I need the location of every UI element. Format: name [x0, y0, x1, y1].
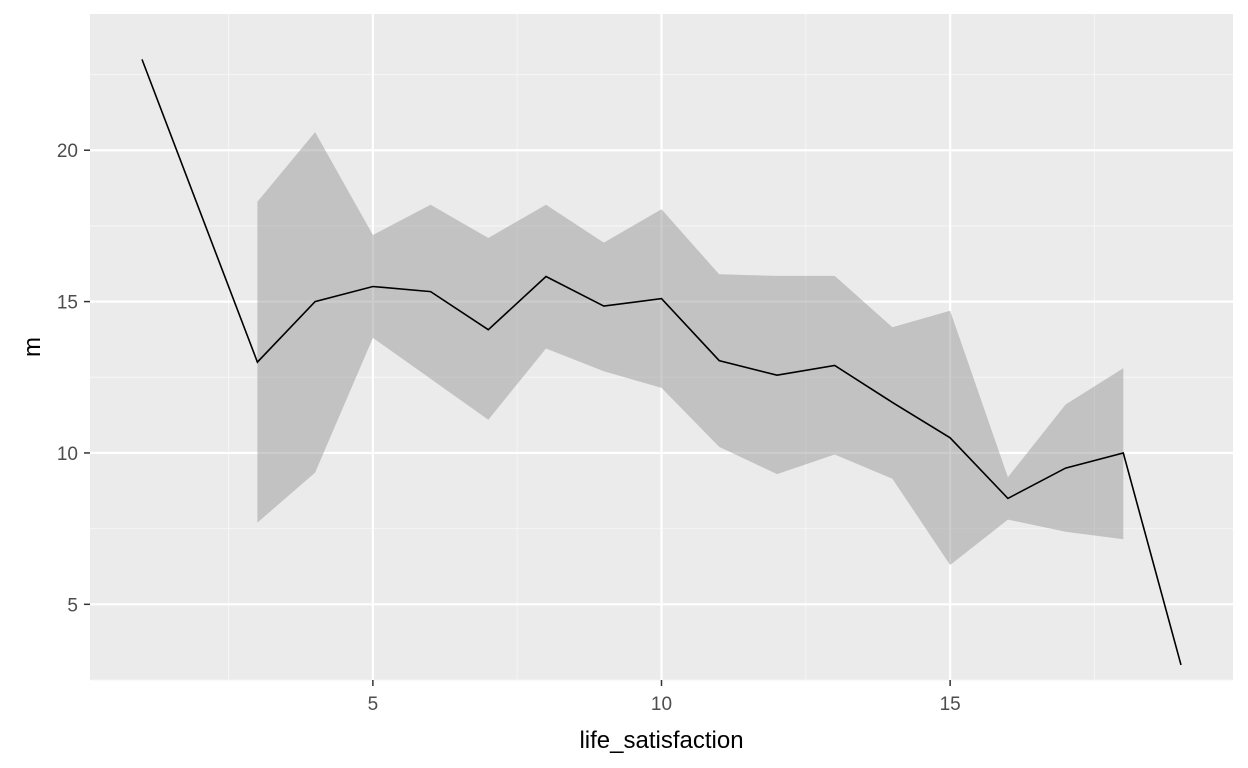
x-axis-title: life_satisfaction — [579, 727, 743, 754]
x-tick-label: 15 — [940, 694, 961, 715]
confidence-ribbon — [257, 132, 1124, 565]
y-tick-label: 20 — [57, 141, 78, 162]
x-axis-ticks: 5 10 15 — [368, 680, 961, 715]
y-tick-label: 10 — [57, 444, 78, 465]
y-tick-label: 5 — [67, 595, 78, 616]
y-axis-title: m — [19, 337, 46, 357]
series-line — [141, 59, 1182, 666]
x-tick-label: 10 — [651, 694, 672, 715]
y-tick-label: 15 — [57, 293, 78, 314]
x-tick-label: 5 — [368, 694, 379, 715]
y-axis-ticks: 5 10 15 20 — [57, 141, 90, 616]
